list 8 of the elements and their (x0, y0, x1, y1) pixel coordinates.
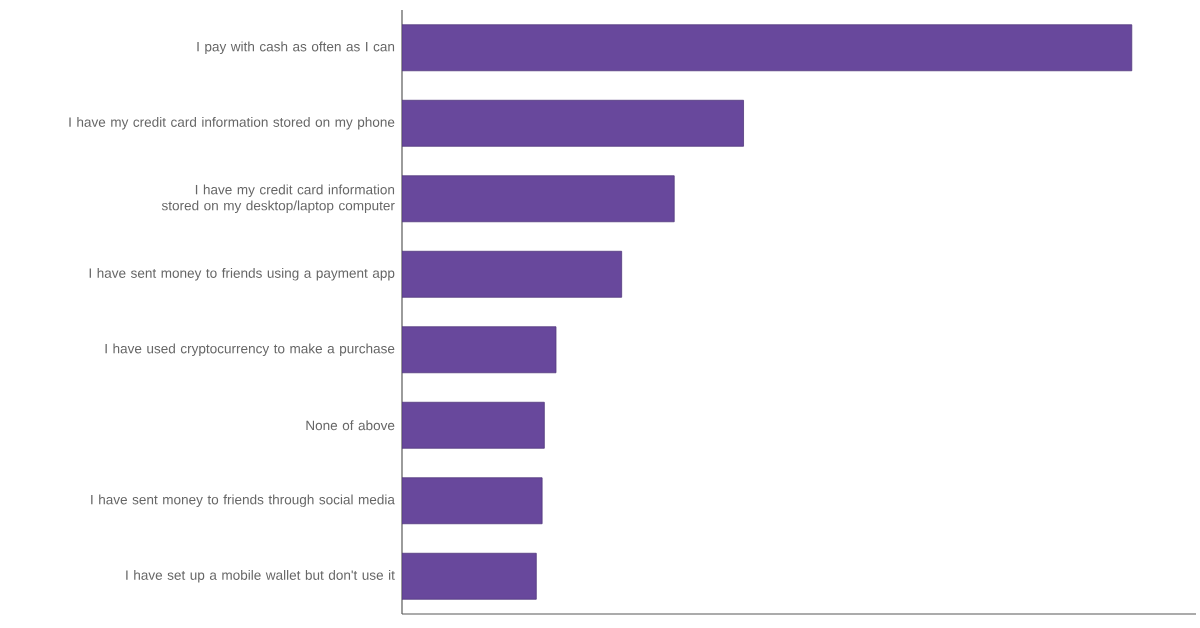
bar (402, 477, 543, 525)
bar (402, 250, 623, 298)
bar (402, 175, 675, 223)
bar (402, 552, 537, 600)
bar (402, 24, 1133, 72)
bar (402, 401, 545, 449)
bar (402, 326, 557, 374)
bar (402, 99, 744, 147)
